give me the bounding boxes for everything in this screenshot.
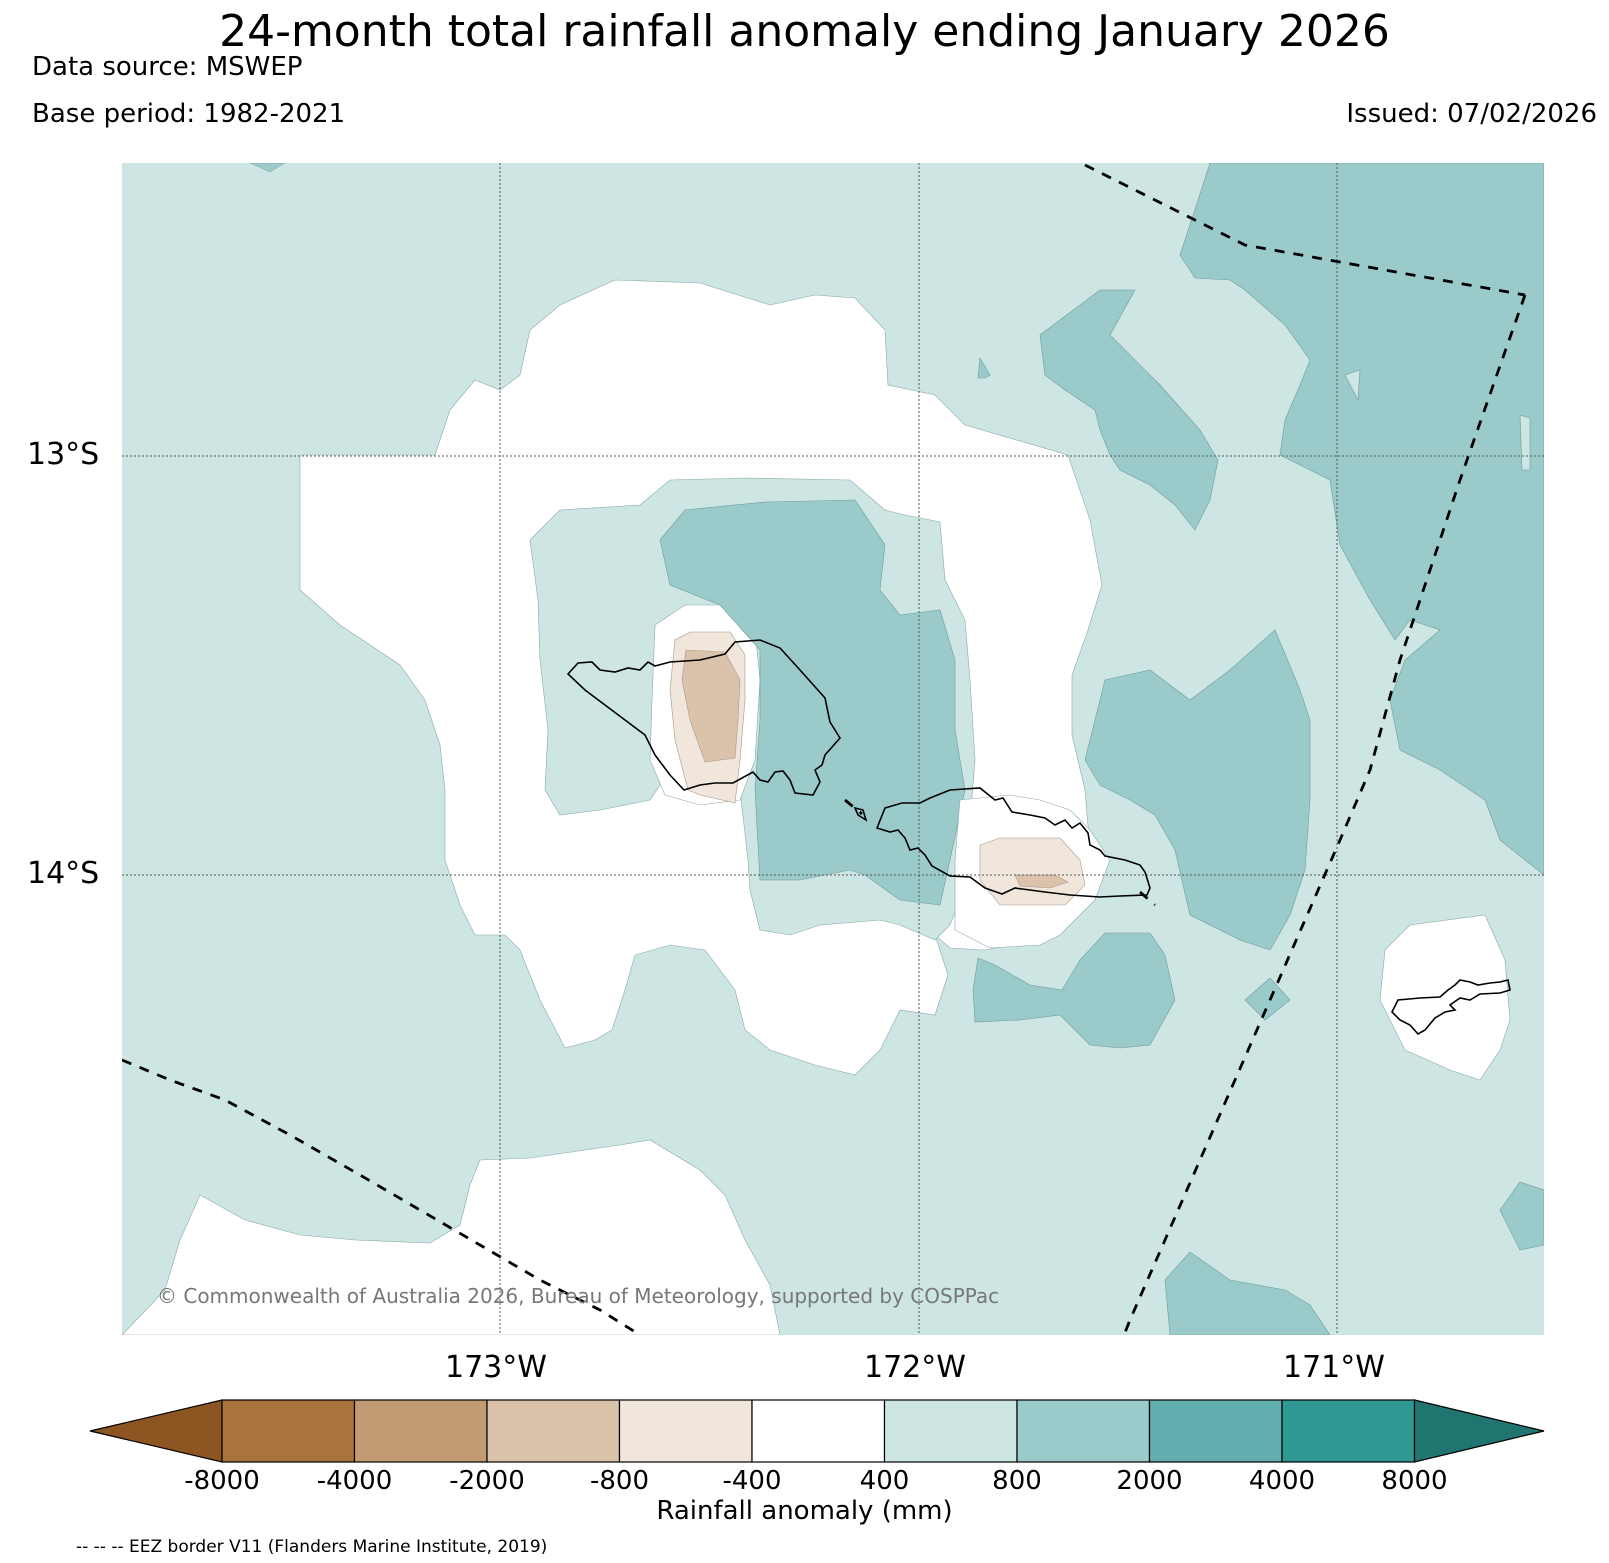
eez-border-north (1084, 163, 1526, 297)
colorbar-extension-high (1413, 1399, 1545, 1463)
anomaly-near-normal-tutuila (1379, 914, 1511, 1081)
colorbar-label: Rainfall anomaly (mm) (656, 1496, 953, 1526)
anomaly-800-2000-east (1084, 629, 1311, 951)
contour-layer (122, 163, 1544, 1335)
colorbar-segment (751, 1399, 886, 1463)
lon-label-173w: 173°W (445, 1350, 547, 1385)
anomaly-minus2000-minus800-upolu (1014, 874, 1069, 889)
anomaly-near-normal-speck-1 (1344, 369, 1361, 402)
colorbar-segment (221, 1399, 356, 1463)
colorbar-segment (618, 1399, 753, 1463)
lon-label-171w: 171°W (1283, 1350, 1385, 1385)
colorbar-tick-label: -2000 (449, 1466, 525, 1496)
anomaly-800-2000-south-central (972, 932, 1176, 1049)
base-period-label: Base period: 1982-2021 (32, 99, 346, 129)
anomaly-800-2000-north (1039, 289, 1219, 531)
colorbar-tick-label: 8000 (1381, 1466, 1448, 1496)
anomaly-800-2000-northeast (1179, 163, 1544, 876)
anomaly-800-2000-speck (977, 357, 991, 379)
upolu-coastline (875, 787, 1151, 898)
colorbar-segment (1281, 1399, 1416, 1463)
colorbar-tick-label: 800 (992, 1466, 1042, 1496)
colorbar-segment (1148, 1399, 1283, 1463)
issued-date-label: Issued: 07/02/2026 (1346, 99, 1597, 129)
colorbar-segment (883, 1399, 1018, 1463)
eez-borders (122, 163, 1527, 1335)
map-title: 24-month total rainfall anomaly ending J… (219, 6, 1390, 57)
colorbar-tick-label: -4000 (316, 1466, 393, 1496)
eez-border-fragment-2 (844, 798, 863, 816)
savaii-coastline (566, 639, 841, 796)
lat-label-14s: 14°S (27, 856, 100, 891)
anomaly-near-normal-south (122, 1139, 781, 1335)
colorbar-segment (486, 1399, 621, 1463)
anomaly-near-normal-speck-2 (1519, 414, 1531, 471)
coastlines (566, 639, 1511, 1036)
colorbar (89, 1399, 1545, 1463)
tutuila-coastline (1391, 979, 1511, 1036)
anomaly-800-2000-far-se (1499, 1181, 1544, 1251)
lat-label-13s: 13°S (27, 437, 100, 472)
anomaly-minus2000-minus800-savaii (681, 649, 741, 763)
colorbar-extension-low (89, 1399, 223, 1463)
anomaly-800-2000-central (659, 499, 966, 906)
eez-border-note: -- -- -- EEZ border V11 (Flanders Marine… (76, 1537, 548, 1557)
graticule (122, 163, 1544, 1335)
colorbar-tick-label: -400 (722, 1466, 782, 1496)
colorbar-segment (353, 1399, 488, 1463)
colorbar-tick-label: 2000 (1116, 1466, 1183, 1496)
manono-islet (853, 806, 868, 822)
anomaly-800-2000-small-se (1244, 977, 1291, 1021)
anomaly-800-2000-bottom (1164, 1251, 1331, 1335)
colorbar-segment (1016, 1399, 1151, 1463)
eez-border-southwest (122, 1058, 641, 1335)
lon-label-172w: 172°W (864, 1350, 966, 1385)
eez-border-fragment (1139, 890, 1156, 907)
data-source-label: Data source: MSWEP (32, 52, 303, 82)
colorbar-tick-label: -800 (589, 1466, 650, 1496)
anomaly-speck-topleft (249, 163, 286, 173)
colorbar-tick-label: 400 (859, 1466, 910, 1496)
colorbar-tick-label: 4000 (1248, 1466, 1316, 1496)
eez-border-east (1122, 294, 1527, 1335)
copyright-notice: © Commonwealth of Australia 2026, Bureau… (157, 1284, 1000, 1308)
colorbar-tick-label: -8000 (184, 1466, 260, 1496)
